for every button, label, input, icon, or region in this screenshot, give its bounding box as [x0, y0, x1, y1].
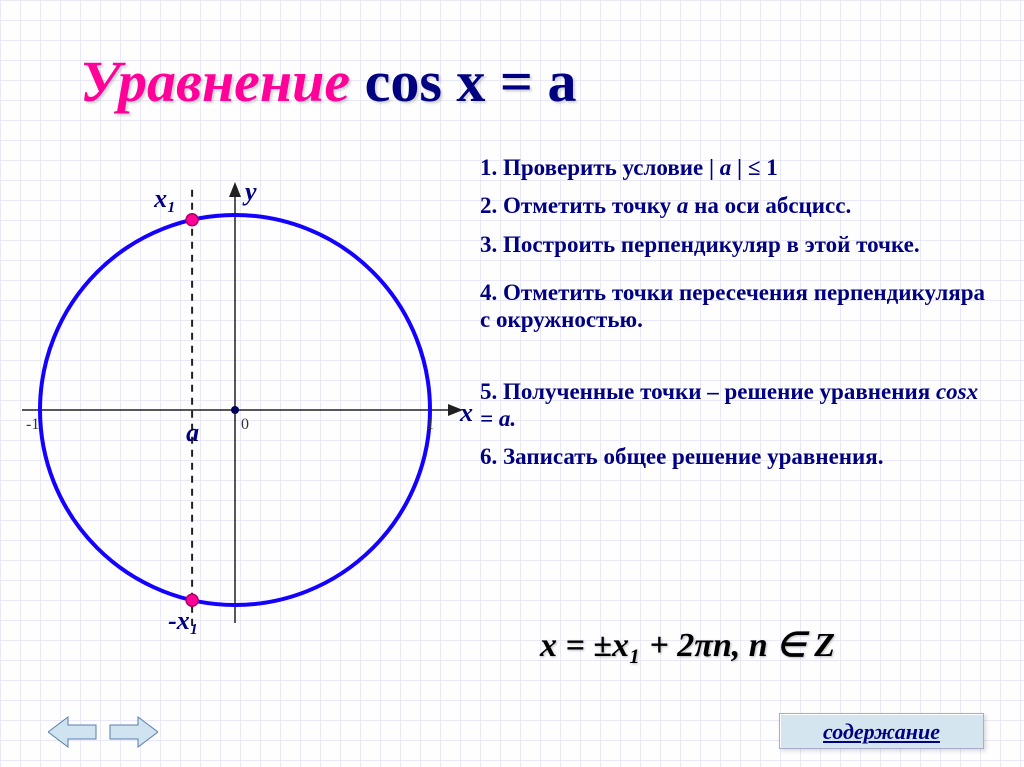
step-1: 1. Проверить условие | a | ≤ 1: [480, 155, 994, 181]
step-1-suf: 1: [760, 155, 777, 180]
label-neg-x1: -x₁: [168, 606, 199, 636]
step-1-em: a: [720, 155, 732, 180]
arrow-right-icon: [108, 715, 158, 749]
axis-label-y: y: [245, 177, 257, 207]
tick-neg1: -1: [26, 416, 39, 434]
arrow-left-icon: [48, 715, 98, 749]
step-5-prefix: 5. Полученные точки – решение уравнения: [480, 379, 936, 404]
label-x1: x₁: [154, 184, 176, 214]
step-3: 3. Построить перпендикуляр в этой точке.: [480, 232, 994, 258]
prev-slide-button[interactable]: [48, 715, 98, 749]
title-emphasis: Уравнение: [80, 49, 350, 114]
step-2: 2. Отметить точку a на оси абсцисс.: [480, 193, 994, 219]
step-6: 6. Записать общее решение уравнения.: [480, 444, 994, 470]
step-2-prefix: 2. Отметить точку: [480, 193, 677, 218]
step-4: 4. Отметить точки пересечения перпендику…: [480, 280, 994, 333]
leq-symbol: ≤: [748, 155, 761, 180]
unit-circle-chart: y x a x₁ -x₁ -1 0 1: [10, 160, 470, 700]
chart-svg: [10, 160, 470, 700]
step-2-suf: на оси абсцисс.: [688, 193, 851, 218]
title-rest: cos x = a: [350, 49, 576, 114]
solution-formula: x = ±x₁ + 2πn, n ∈ Z: [540, 625, 835, 665]
page-title: Уравнение cos x = a: [80, 48, 576, 115]
steps-list: 1. Проверить условие | a | ≤ 1 2. Отмети…: [480, 155, 994, 483]
step-1-prefix: 1. Проверить условие |: [480, 155, 720, 180]
tick-zero: 0: [241, 416, 249, 434]
contents-button[interactable]: содержание: [779, 713, 984, 749]
tick-one: 1: [426, 416, 434, 434]
step-5: 5. Полученные точки – решение уравнения …: [480, 379, 994, 432]
next-slide-button[interactable]: [108, 715, 158, 749]
step-2-em: a: [677, 193, 689, 218]
label-a: a: [186, 418, 199, 448]
step-1-mid: |: [731, 155, 748, 180]
axis-label-x: x: [460, 398, 473, 428]
nav-arrows: [48, 715, 164, 749]
